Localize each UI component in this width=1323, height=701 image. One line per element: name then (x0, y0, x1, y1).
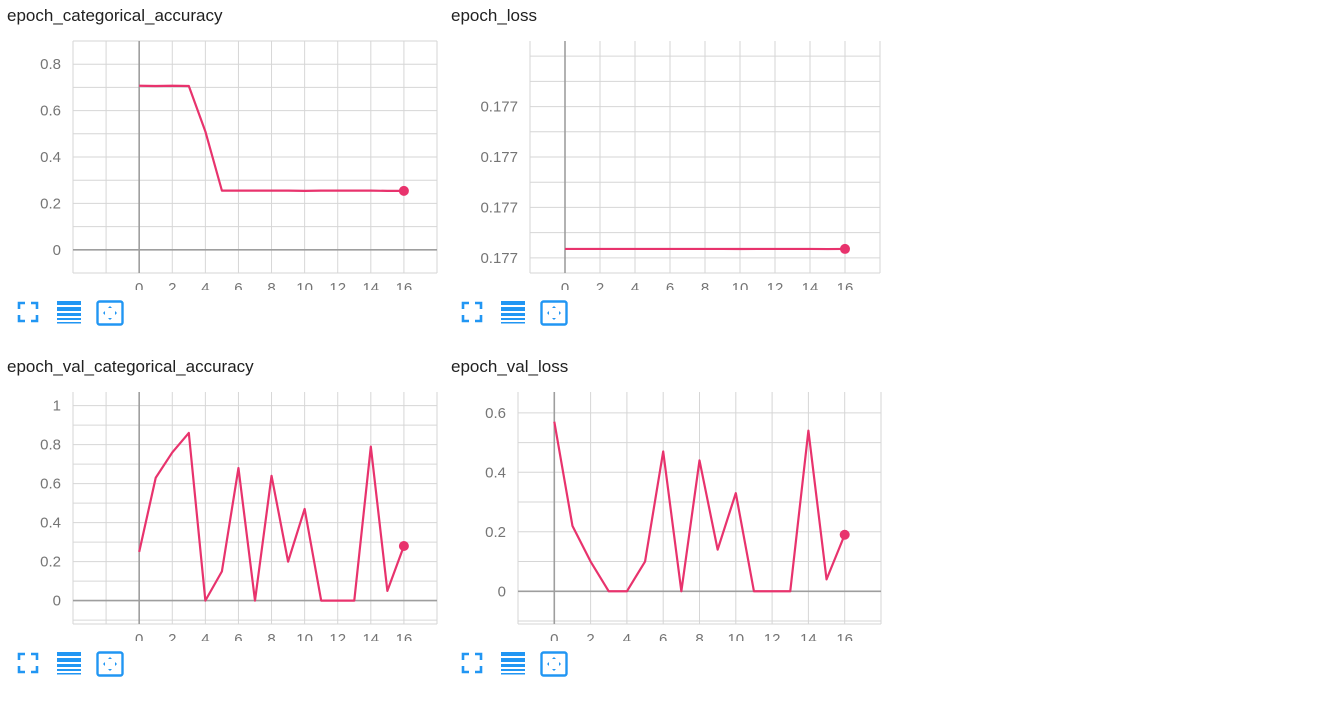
toggle-log-list-button[interactable] (56, 651, 84, 679)
list-icon (57, 301, 81, 324)
last-point-marker (398, 185, 409, 196)
y-tick-label: 0.177 (480, 250, 518, 267)
x-tick-label: 12 (764, 631, 781, 641)
y-tick-label: 0.4 (485, 464, 506, 481)
y-tick-label: 0.6 (40, 103, 61, 120)
x-tick-label: 16 (837, 280, 854, 290)
fullscreen-icon (461, 652, 483, 674)
y-tick-label: 0 (53, 593, 61, 610)
last-point-marker (839, 529, 850, 540)
x-tick-label: 12 (329, 280, 346, 290)
x-tick-label: 4 (201, 280, 209, 290)
x-tick-label: 10 (732, 280, 749, 290)
fullscreen-icon (461, 301, 483, 323)
chart-card-epoch-categorical-accuracy: epoch_categorical_accuracy 0 0.2 0.4 0.6 0.8… (0, 0, 440, 345)
x-tick-label: 0 (135, 631, 143, 641)
chart-card-epoch-loss: epoch_loss 0.177 0.177 0.177 0.177 0 2 4 6 8 10 12… (444, 0, 884, 345)
y-tick-label: 0.177 (480, 149, 518, 166)
x-tick-label: 2 (586, 631, 594, 641)
last-point-marker (840, 243, 850, 254)
x-tick-label: 12 (329, 631, 346, 641)
line-chart: 00.20.40.60.810 2 4 6 8 10 12 14 16 (40, 392, 438, 641)
chart-title: epoch_categorical_accuracy (7, 6, 223, 25)
y-tick-label: 0.177 (480, 199, 518, 216)
fit-domain-button[interactable] (540, 651, 568, 679)
fit-domain-button[interactable] (96, 651, 124, 679)
y-tick-label: 0 (498, 583, 506, 600)
series-line (139, 84, 404, 192)
fit-to-data-icon (540, 300, 568, 326)
x-tick-label: 2 (168, 280, 176, 290)
x-tick-label: 16 (396, 280, 413, 290)
x-tick-label: 14 (800, 631, 817, 641)
y-tick-label: 0.4 (40, 149, 61, 166)
fullscreen-icon (17, 652, 39, 674)
chart-title: epoch_loss (451, 6, 538, 25)
y-tick-label: 0.177 (480, 99, 518, 116)
x-tick-label: 10 (296, 280, 313, 290)
x-tick-label: 12 (767, 280, 784, 290)
x-tick-label: 8 (695, 631, 703, 641)
y-tick-label: 1 (53, 398, 61, 415)
fullscreen-button[interactable] (460, 651, 488, 679)
x-tick-label: 10 (296, 631, 313, 641)
chart-title: epoch_val_loss (451, 357, 569, 376)
y-tick-label: 0.2 (40, 195, 61, 212)
toggle-log-list-button[interactable] (500, 300, 528, 328)
x-tick-label: 6 (659, 631, 667, 641)
chart-card-epoch-val-categorical-accuracy: epoch_val_categorical_accuracy 0 0.2 0.4 0.… (0, 351, 440, 696)
list-icon (501, 652, 525, 675)
toggle-log-list-button[interactable] (500, 651, 528, 679)
x-tick-label: 6 (234, 280, 242, 290)
line-chart: 0 0.2 0.4 0.6 0 2 4 6 8 10 12 14 16 (485, 392, 882, 641)
fit-domain-button[interactable] (540, 300, 568, 328)
toggle-log-list-button[interactable] (56, 300, 84, 328)
x-tick-label: 0 (550, 631, 558, 641)
fit-to-data-icon (540, 651, 568, 677)
fullscreen-button[interactable] (16, 651, 44, 679)
x-tick-label: 16 (396, 631, 413, 641)
line-chart: 0.177 0.177 0.177 0.177 0 2 4 6 8 10 12 14 16 (480, 41, 881, 290)
series-line (138, 431, 405, 602)
x-tick-label: 10 (727, 631, 744, 641)
last-point-marker (398, 541, 409, 552)
chart-title: epoch_val_categorical_accuracy (7, 357, 254, 376)
chart-card-epoch-val-loss: epoch_val_loss 0 0.2 0.4 0.6 0 2 4 6 8 10 12 14 16 (444, 351, 884, 696)
x-tick-label: 4 (201, 631, 209, 641)
x-tick-label: 14 (802, 280, 819, 290)
x-tick-label: 2 (168, 631, 176, 641)
x-tick-label: 6 (666, 280, 674, 290)
fit-to-data-icon (96, 651, 124, 677)
y-tick-label: 0.2 (40, 554, 61, 571)
list-icon (57, 652, 81, 675)
y-tick-label: 0.4 (40, 515, 61, 532)
fit-domain-button[interactable] (96, 300, 124, 328)
y-tick-label: 0.2 (485, 524, 506, 541)
x-tick-label: 0 (561, 280, 569, 290)
x-tick-label: 2 (596, 280, 604, 290)
fit-to-data-icon (96, 300, 124, 326)
x-tick-label: 14 (362, 280, 379, 290)
x-tick-label: 0 (135, 280, 143, 290)
x-tick-label: 16 (836, 631, 853, 641)
x-tick-label: 8 (267, 280, 275, 290)
line-chart: 0 0.2 0.4 0.6 0.8 0 2 4 6 8 10 12 14 16 (40, 40, 438, 290)
x-tick-label: 8 (701, 280, 709, 290)
y-tick-label: 0.6 (40, 476, 61, 493)
y-tick-label: 0.8 (40, 56, 61, 73)
y-tick-label: 0.8 (40, 437, 61, 454)
x-tick-label: 14 (362, 631, 379, 641)
fullscreen-icon (17, 301, 39, 323)
x-tick-label: 8 (267, 631, 275, 641)
series-line (553, 421, 846, 593)
x-tick-label: 4 (631, 280, 639, 290)
list-icon (501, 301, 525, 324)
x-tick-label: 6 (234, 631, 242, 641)
y-tick-label: 0 (53, 242, 61, 259)
fullscreen-button[interactable] (16, 300, 44, 328)
fullscreen-button[interactable] (460, 300, 488, 328)
x-tick-label: 4 (623, 631, 631, 641)
y-tick-label: 0.6 (485, 405, 506, 422)
